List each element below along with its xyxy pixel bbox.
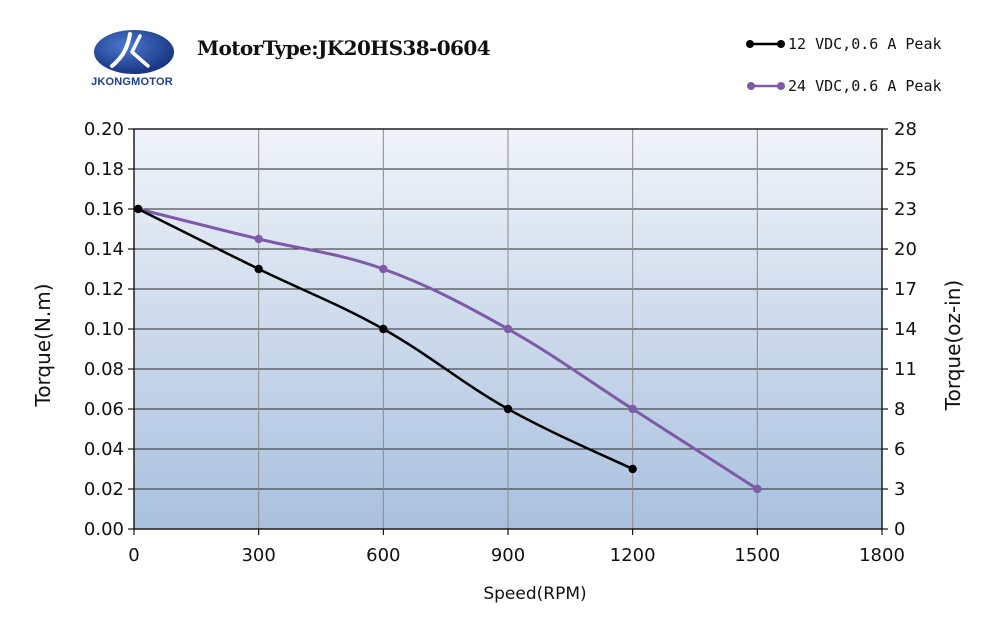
legend-item-12v: 12 VDC,0.6 A Peak — [746, 35, 942, 53]
y2-tick-label: 8 — [894, 399, 905, 420]
data-point-24v — [628, 404, 637, 414]
y2-tick-label: 14 — [894, 319, 917, 340]
legend-marker-24v-end — [777, 82, 785, 90]
legend-label-24v: 24 VDC,0.6 A Peak — [788, 77, 942, 95]
y-tick-label: 0.18 — [84, 159, 124, 180]
data-point-24v — [379, 264, 388, 274]
y-tick-label: 0.02 — [84, 479, 124, 500]
y-tick-label: 0.10 — [84, 319, 124, 340]
y-tick-label: 0.00 — [84, 519, 124, 540]
legend-marker-24v-start — [747, 82, 755, 90]
y-tick-label: 0.14 — [84, 239, 124, 260]
data-point-24v — [753, 484, 762, 494]
data-point-12v — [503, 404, 513, 414]
y2-axis-ticks: 0 3 6 8 11 14 17 20 23 25 28 — [882, 119, 917, 540]
y2-tick-label: 25 — [894, 159, 917, 180]
jkongmotor-logo — [94, 30, 174, 74]
motor-type-title: MotorType:JK20HS38-0604 — [197, 36, 491, 60]
x-tick-label: 1200 — [610, 545, 656, 566]
x-tick-label: 1800 — [859, 545, 905, 566]
x-tick-label: 1500 — [734, 545, 780, 566]
series-points — [133, 204, 762, 494]
y2-tick-label: 20 — [894, 239, 917, 260]
legend-marker-12v-start — [746, 40, 754, 48]
data-point-12v — [254, 264, 263, 274]
y-axis-ticks: 0.00 0.02 0.04 0.06 0.08 0.10 0.12 0.14 0.16 0.18… — [84, 119, 134, 540]
y2-tick-label: 11 — [894, 359, 917, 380]
x-tick-label: 300 — [241, 545, 275, 566]
y2-axis-title: Torque(oz-in) — [941, 280, 965, 411]
y-tick-label: 0.20 — [84, 119, 124, 140]
data-point-24v — [503, 324, 513, 334]
legend-item-24v: 24 VDC,0.6 A Peak — [747, 77, 942, 95]
data-point-12v — [379, 324, 388, 334]
y-tick-label: 0.04 — [84, 439, 124, 460]
series-line-24v — [137, 207, 759, 491]
x-tick-label: 600 — [366, 545, 400, 566]
y-tick-label: 0.16 — [84, 199, 124, 220]
y-tick-label: 0.08 — [84, 359, 124, 380]
x-tick-label: 0 — [128, 545, 139, 566]
y-tick-label: 0.12 — [84, 279, 124, 300]
y2-tick-label: 23 — [894, 199, 917, 220]
y2-tick-label: 0 — [894, 519, 905, 540]
x-axis-title: Speed(RPM) — [483, 584, 586, 604]
data-point-24v — [254, 234, 263, 244]
legend: 12 VDC,0.6 A Peak 24 VDC,0.6 A Peak — [746, 35, 942, 95]
y2-tick-label: 17 — [894, 279, 917, 300]
legend-label-12v: 12 VDC,0.6 A Peak — [788, 35, 942, 53]
y2-tick-label: 3 — [894, 479, 905, 500]
data-point-12v — [628, 464, 637, 474]
x-tick-label: 900 — [491, 545, 525, 566]
y-axis-title: Torque(N.m) — [31, 283, 55, 407]
data-point-12v — [133, 204, 143, 214]
y2-tick-label: 28 — [894, 119, 917, 140]
y-tick-label: 0.06 — [84, 399, 124, 420]
x-axis-ticks: 0 300 600 900 1200 1500 1800 — [128, 529, 905, 566]
y2-tick-label: 6 — [894, 439, 905, 460]
logo-text: JKONGMOTOR — [91, 76, 173, 88]
legend-marker-12v-end — [777, 40, 785, 48]
